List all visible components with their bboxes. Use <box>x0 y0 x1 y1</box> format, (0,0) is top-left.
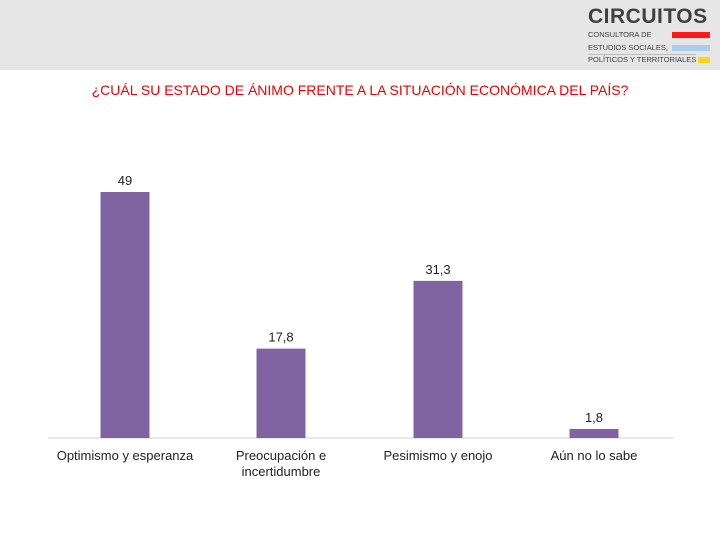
bar-3 <box>569 428 619 438</box>
logo-yellow-bar <box>698 57 710 63</box>
category-label-2: Pesimismo y enojo <box>383 448 492 463</box>
logo-wordmark: CIRCUITOS <box>588 5 708 28</box>
logo-line-3: POLÍTICOS Y TERRITORIALES <box>588 55 697 64</box>
logo-blue-bar <box>672 45 710 51</box>
bar-0 <box>100 192 150 438</box>
value-label-0: 49 <box>118 173 132 188</box>
chart-title: ¿CUÁL SU ESTADO DE ÁNIMO FRENTE A LA SIT… <box>91 82 629 98</box>
category-label-1-line-0: Preocupación e <box>236 448 326 463</box>
value-label-3: 1,8 <box>585 410 603 425</box>
header-band <box>0 0 720 70</box>
value-label-2: 31,3 <box>425 262 450 277</box>
logo-line-2: ESTUDIOS SOCIALES, <box>588 43 669 52</box>
bar-1 <box>256 348 306 438</box>
logo-line-1: CONSULTORA DE <box>588 30 652 39</box>
value-label-1: 17,8 <box>268 330 293 345</box>
category-label-0: Optimismo y esperanza <box>57 448 194 463</box>
category-label-3: Aún no lo sabe <box>551 448 638 463</box>
logo-red-bar <box>672 32 710 38</box>
circuitos-logo: CIRCUITOS CONSULTORA DE ESTUDIOS SOCIALE… <box>588 6 716 66</box>
bar-2 <box>413 280 463 438</box>
logo-divider <box>588 54 696 55</box>
category-label-1-line-1: incertidumbre <box>242 464 321 479</box>
